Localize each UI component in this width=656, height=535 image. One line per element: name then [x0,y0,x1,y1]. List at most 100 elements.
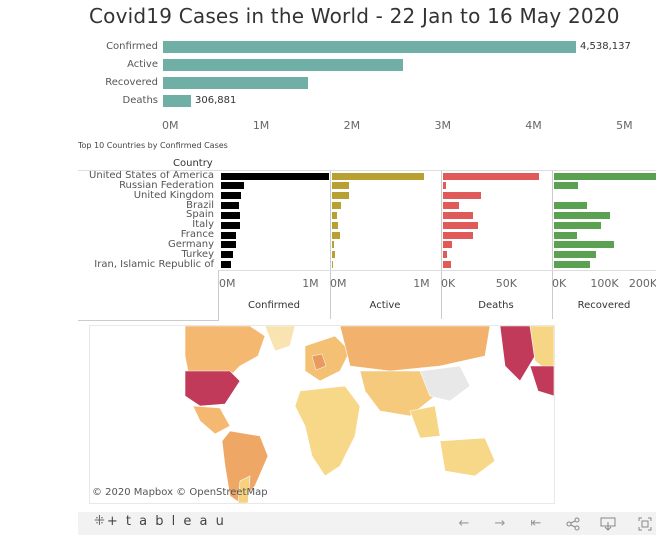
summary-bar-0[interactable] [163,41,576,53]
active-bar[interactable] [332,241,334,249]
share-icon[interactable] [564,515,582,532]
confirmed-bar[interactable] [221,192,241,200]
summary-tick-3: 3M [434,119,451,132]
deaths-bar[interactable] [443,182,446,190]
active-bar[interactable] [332,172,424,180]
south-america-region[interactable] [221,430,269,503]
active-bar[interactable] [332,251,336,259]
world-map-svg [90,326,554,503]
redo-icon[interactable]: → [494,516,506,531]
recovered-axis-label[interactable]: Recovered [577,300,631,311]
active-axis-label[interactable]: Active [369,300,401,311]
confirmed-bar[interactable] [221,231,236,239]
active-axis-tick: 0M [330,277,347,290]
download-icon[interactable] [599,515,617,532]
summary-label-1: Active [127,59,158,70]
confirmed-axis-label[interactable]: Confirmed [248,300,300,311]
active-bar[interactable] [332,261,334,269]
world-map[interactable] [89,325,555,504]
country-label[interactable]: Iran, Islamic Republic of [94,258,214,270]
top10-axis-corner [78,270,219,321]
pane-divider [441,171,442,319]
recovered-bar[interactable] [554,202,587,210]
country-label[interactable]: Brazil [186,199,214,211]
usa-region[interactable] [184,370,241,407]
africa-region[interactable] [294,385,361,477]
confirmed-bar[interactable] [221,241,236,249]
confirmed-bar[interactable] [221,251,234,259]
summary-value-0: 4,538,137 [580,41,631,52]
confirmed-bar[interactable] [221,202,240,210]
top10-axis-line [219,270,656,271]
confirmed-axis-tick: 0M [219,277,236,290]
deaths-bar[interactable] [443,172,540,180]
summary-tick-4: 4M [525,119,542,132]
summary-value-3: 306,881 [195,95,237,106]
country-label[interactable]: Germany [168,238,214,250]
top10-header-line [78,170,656,171]
country-label[interactable]: United States of America [89,170,214,181]
summary-label-0: Confirmed [106,41,158,52]
recovered-bar[interactable] [554,231,578,239]
russia-region[interactable] [339,326,491,372]
deaths-axis-label[interactable]: Deaths [478,300,514,311]
recovered-bar[interactable] [554,182,579,190]
confirmed-bar[interactable] [221,172,329,180]
summary-tick-1: 1M [252,119,270,132]
country-label[interactable]: Turkey [181,248,214,260]
recovered-axis-tick: 0K [552,277,567,290]
recovered-bar[interactable] [554,211,611,219]
active-bar[interactable] [332,211,337,219]
confirmed-bar[interactable] [221,221,240,229]
recovered-bar[interactable] [554,251,596,259]
deaths-axis-tick: 0K [441,277,456,290]
country-label[interactable]: Spain [186,209,214,221]
summary-bar-2[interactable] [163,77,308,89]
active-axis-tick: 1M [413,277,430,290]
deaths-bar[interactable] [443,211,474,219]
recovered-bar[interactable] [554,172,656,180]
top10-subtitle: Top 10 Countries by Confirmed Cases [78,141,228,150]
tableau-logo[interactable]: ⁜+ t a b l e a u [94,514,226,529]
confirmed-bar[interactable] [221,182,244,190]
active-bar[interactable] [332,192,350,200]
recovered-bar[interactable] [554,241,614,249]
map-attribution: © 2020 Mapbox © OpenStreetMap [92,487,268,498]
tableau-toolbar [78,512,656,535]
pane-divider [330,171,331,319]
deaths-bar[interactable] [443,202,460,210]
deaths-bar[interactable] [443,241,452,249]
deaths-bar[interactable] [443,192,481,200]
confirmed-bar[interactable] [221,211,241,219]
undo-icon[interactable]: ← [458,516,470,531]
country-label[interactable]: France [180,229,214,241]
deaths-bar[interactable] [443,221,478,229]
country-column-header[interactable]: Country [173,158,213,169]
deaths-bar[interactable] [443,231,474,239]
active-bar[interactable] [332,231,340,239]
confirmed-bar[interactable] [221,261,231,269]
country-label[interactable]: United Kingdom [133,189,214,201]
tableau-logo-icon: ⁜ [94,514,107,529]
fullscreen-icon[interactable] [636,515,654,532]
deaths-bar[interactable] [443,261,451,269]
recovered-axis-tick: 100K [590,277,619,290]
deaths-bar[interactable] [443,251,448,259]
summary-bar-3[interactable] [163,95,191,107]
tableau-logo-text: + t a b l e a u [106,514,226,529]
recovered-bar[interactable] [554,261,590,269]
active-bar[interactable] [332,202,342,210]
dashboard-title: Covid19 Cases in the World - 22 Jan to 1… [89,4,620,28]
pane-divider [552,171,553,319]
country-label[interactable]: Italy [192,219,214,231]
recovered-bar[interactable] [554,221,601,229]
mexico-region[interactable] [192,405,231,435]
active-bar[interactable] [332,182,350,190]
active-bar[interactable] [332,221,338,229]
country-label[interactable]: Russian Federation [119,179,214,191]
australia-region[interactable] [439,437,496,477]
summary-bar-1[interactable] [163,59,403,71]
confirmed-axis-tick: 1M [302,277,319,290]
revert-icon[interactable]: ⇤ [530,516,542,531]
summary-tick-2: 2M [343,119,361,132]
